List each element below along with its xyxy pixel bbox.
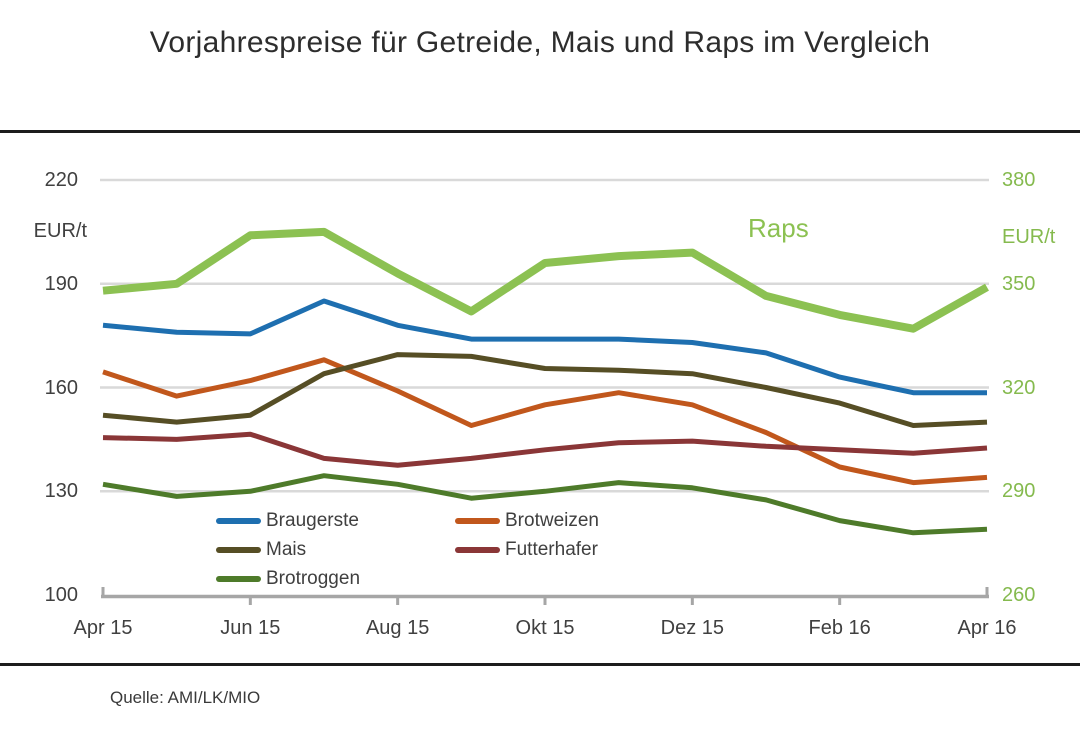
x-axis-tick-label: Dez 15: [660, 617, 725, 639]
left-axis-tick-label: 220: [44, 169, 78, 191]
legend-item-braugerste: Braugerste: [216, 506, 455, 535]
right-axis-tick-label: 290: [1002, 480, 1036, 503]
legend-swatch-icon: [216, 517, 261, 524]
x-axis-tick-label: Jun 15: [220, 617, 281, 639]
chart-legend: Braugerste Brotweizen Mais Futterhafer Brotr…: [216, 506, 694, 593]
series-line-futterhafer: [102, 431, 988, 468]
legend-swatch-icon: [216, 575, 261, 582]
left-axis-tick-label: 130: [44, 480, 78, 503]
left-axis-tick-label: 190: [44, 272, 78, 295]
x-axis-tick-label: Apr 16: [957, 617, 1017, 639]
chart-title-text: Vorjahrespreise für Getreide, Mais und R…: [149, 26, 931, 59]
x-axis-tick-label: Apr 15: [73, 617, 133, 639]
series-line-brotroggen: [102, 473, 988, 536]
legend-item-brotweizen: Brotweizen: [455, 506, 694, 535]
left-axis-unit: EUR/t: [33, 220, 87, 242]
series-line-raps: [102, 227, 989, 333]
right-axis-tick-label: 350: [1002, 272, 1036, 295]
legend-label: Futterhafer: [505, 538, 598, 560]
source-caption: Quelle: AMI/LK/MIO: [110, 688, 261, 707]
legend-swatch-icon: [455, 517, 500, 524]
bottom-divider-line: [0, 663, 1080, 666]
left-axis-tick-label: 160: [44, 376, 78, 399]
right-axis-tick-label: 260: [1002, 584, 1036, 606]
raps-series-label: Raps: [748, 213, 809, 243]
x-axis-tick-label: Feb 16: [808, 617, 871, 639]
top-divider-line: [0, 130, 1080, 133]
series-line-brotweizen: [102, 357, 988, 486]
legend-item-mais: Mais: [216, 535, 455, 564]
legend-swatch-icon: [455, 546, 500, 553]
x-axis-tick-label: Aug 15: [365, 617, 430, 639]
right-axis-tick-label: 380: [1002, 169, 1036, 191]
right-axis-unit: EUR/t: [1002, 226, 1056, 248]
chart-title: Vorjahrespreise für Getreide, Mais und R…: [0, 20, 1080, 65]
legend-item-brotroggen: Brotroggen: [216, 564, 455, 593]
series-line-braugerste: [102, 298, 987, 396]
legend-item-futterhafer: Futterhafer: [455, 535, 694, 564]
left-axis-tick-label: 100: [44, 584, 78, 606]
legend-label: Brotroggen: [266, 567, 361, 589]
legend-label: Brotweizen: [505, 509, 599, 531]
series-line-mais: [102, 352, 988, 428]
x-axis-tick-label: Okt 15: [515, 617, 575, 639]
legend-label: Braugerste: [266, 509, 359, 531]
legend-label: Mais: [266, 538, 307, 560]
legend-swatch-icon: [216, 546, 261, 553]
right-axis-tick-label: 320: [1002, 376, 1036, 399]
